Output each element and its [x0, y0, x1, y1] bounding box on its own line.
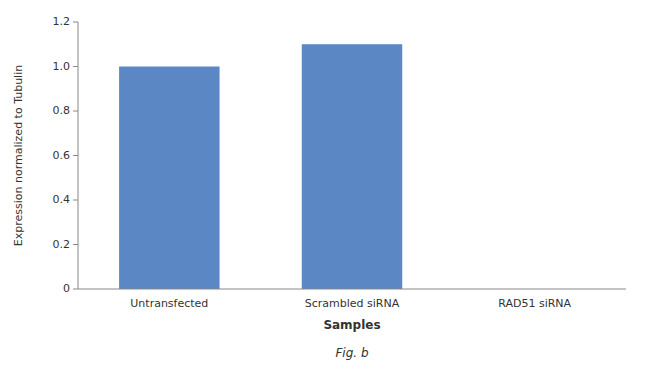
- x-tick-label: Scrambled siRNA: [305, 297, 400, 310]
- x-tick-label: Untransfected: [130, 297, 208, 310]
- x-axis-line: [78, 289, 626, 290]
- y-tick-label: 0.2: [53, 238, 71, 251]
- y-axis-title: Expression normalized to Tubulin: [12, 65, 25, 246]
- y-tick-label: 0.6: [53, 149, 71, 162]
- y-tick-label: 0: [63, 282, 70, 295]
- y-tick: [73, 244, 78, 245]
- y-tick: [73, 289, 78, 290]
- bars: [119, 44, 402, 289]
- y-tick-label: 1.2: [53, 15, 71, 28]
- y-tick: [73, 22, 78, 23]
- y-axis-line: [78, 22, 79, 289]
- bar: [302, 44, 402, 289]
- annotation: Fig. b: [335, 346, 368, 360]
- y-tick: [73, 111, 78, 112]
- chart-container: 0 0.2 0.4 0.6 0.8 1.0 1.2 Untransfected Scramble…: [0, 0, 650, 367]
- y-tick-label: 0.4: [53, 193, 71, 206]
- y-tick: [73, 155, 78, 156]
- bar: [119, 67, 219, 290]
- chart-svg: 0 0.2 0.4 0.6 0.8 1.0 1.2 Untransfected Scramble…: [0, 0, 650, 367]
- y-tick-label: 0.8: [53, 104, 71, 117]
- y-axis: 0 0.2 0.4 0.6 0.8 1.0 1.2: [53, 15, 79, 295]
- x-tick-label: RAD51 siRNA: [498, 297, 571, 310]
- y-tick-label: 1.0: [53, 60, 71, 73]
- x-axis-title: Samples: [323, 318, 380, 332]
- y-tick: [73, 200, 78, 201]
- y-tick: [73, 66, 78, 67]
